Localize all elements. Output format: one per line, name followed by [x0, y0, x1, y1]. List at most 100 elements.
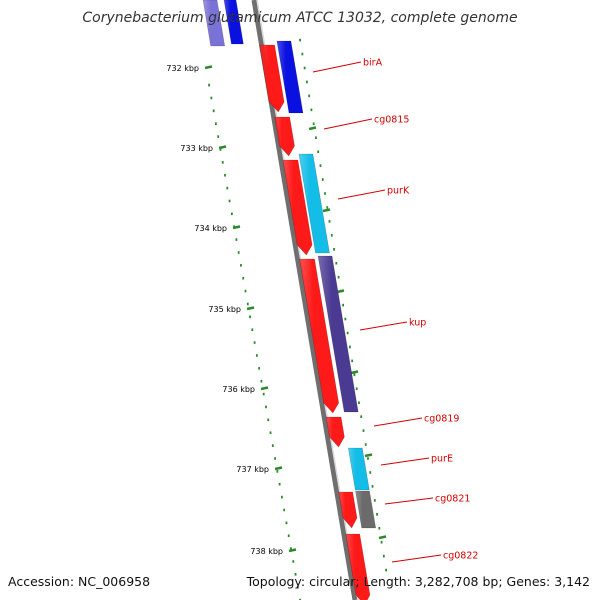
minor-tick	[278, 482, 281, 486]
gene-label-bira: birA	[363, 58, 383, 69]
gene-partial-lavender	[202, 0, 226, 47]
minor-tick	[312, 122, 315, 126]
gene-kup	[317, 255, 359, 413]
gene-label-line	[312, 61, 362, 73]
gene-label-line	[359, 321, 408, 331]
minor-tick	[267, 418, 270, 422]
minor-tick	[287, 534, 290, 538]
major-tick	[308, 126, 317, 131]
minor-tick	[305, 80, 308, 84]
major-tick	[274, 466, 283, 471]
minor-tick	[208, 83, 210, 87]
minor-tick	[240, 264, 242, 267]
tick-label: 735 kbp	[208, 305, 241, 314]
minor-tick	[301, 52, 304, 56]
minor-tick	[351, 359, 354, 363]
minor-tick	[358, 401, 360, 405]
minor-tick	[285, 521, 288, 525]
minor-tick	[382, 554, 385, 558]
minor-tick	[369, 471, 372, 474]
minor-tick	[299, 38, 301, 42]
minor-tick	[290, 547, 292, 550]
minor-tick	[210, 96, 213, 100]
major-tick	[350, 370, 359, 375]
minor-tick	[230, 212, 233, 216]
gene-forward-7	[345, 533, 371, 600]
minor-tick	[373, 499, 376, 502]
minor-tick	[376, 513, 378, 516]
minor-tick	[367, 457, 369, 460]
minor-tick	[317, 150, 320, 153]
minor-tick	[242, 276, 245, 280]
minor-tick	[319, 164, 322, 167]
minor-tick	[296, 585, 299, 589]
minor-tick	[212, 109, 215, 113]
gene-cg0821	[355, 490, 377, 529]
major-tick	[204, 65, 213, 70]
gene-features	[202, 0, 377, 600]
gene-forward-5	[325, 416, 345, 448]
major-tick	[364, 453, 373, 458]
minor-tick	[330, 234, 333, 237]
minor-tick	[283, 508, 286, 512]
minor-tick	[219, 148, 222, 151]
gene-forward-6	[338, 491, 358, 529]
minor-tick	[337, 275, 340, 279]
gene-forward-4	[299, 258, 340, 414]
minor-tick	[244, 289, 247, 293]
minor-tick	[235, 238, 238, 241]
minor-tick	[271, 444, 274, 447]
major-ticks: 732 kbp 733 kbp 734 kbp 735 kbp 736 kbp 737 k…	[166, 64, 387, 556]
minor-tick	[226, 186, 229, 190]
gene-label-line	[391, 554, 442, 563]
minor-tick	[292, 560, 295, 563]
tick-label: 737 kbp	[236, 465, 269, 474]
gene-purK	[298, 153, 330, 254]
minor-tick	[253, 341, 256, 344]
map-title: Corynebacterium glutamicum ATCC 13032, c…	[82, 10, 518, 26]
minor-tick	[303, 66, 306, 70]
major-tick	[378, 535, 387, 540]
major-tick	[232, 225, 241, 230]
minor-tick	[217, 135, 220, 138]
major-tick	[246, 306, 255, 311]
minor-tick	[260, 379, 263, 383]
minor-tick	[281, 495, 283, 499]
gene-label-line	[337, 189, 386, 200]
minor-tick	[308, 94, 311, 98]
minor-tick	[362, 429, 365, 432]
minor-tick	[251, 328, 254, 332]
minor-tick	[299, 598, 301, 600]
gene-label-purk: purK	[387, 186, 410, 197]
tick-label: 733 kbp	[180, 144, 213, 153]
minor-tick	[378, 526, 381, 530]
minor-tick	[364, 443, 367, 446]
topology-text: Topology: circular; Length: 3,282,708 bp…	[246, 574, 590, 589]
minor-tick	[294, 573, 297, 576]
major-tick	[260, 386, 269, 391]
minor-tick	[385, 568, 387, 572]
minor-tick	[276, 470, 279, 473]
minor-tick	[348, 345, 351, 349]
gene-label-kup: kup	[409, 318, 426, 329]
minor-tick	[274, 457, 276, 460]
minor-tick	[342, 303, 344, 307]
major-tick	[218, 145, 227, 150]
minor-tick	[353, 373, 356, 377]
minor-tick	[221, 161, 224, 164]
minor-tick	[249, 315, 251, 319]
minor-tick	[258, 367, 261, 370]
minor-tick	[246, 302, 249, 306]
minor-tick	[237, 251, 240, 254]
minor-tick	[335, 261, 338, 265]
minor-tick	[328, 220, 331, 223]
tick-label: 732 kbp	[166, 64, 199, 73]
gene-forward-2	[274, 116, 295, 157]
tick-label: 738 kbp	[250, 547, 283, 556]
minor-tick	[215, 122, 217, 126]
tick-label: 734 kbp	[194, 224, 227, 233]
gene-partial-blue	[223, 0, 244, 45]
minor-tick	[315, 136, 317, 140]
minor-tick	[360, 415, 363, 418]
minor-tick	[324, 192, 326, 195]
